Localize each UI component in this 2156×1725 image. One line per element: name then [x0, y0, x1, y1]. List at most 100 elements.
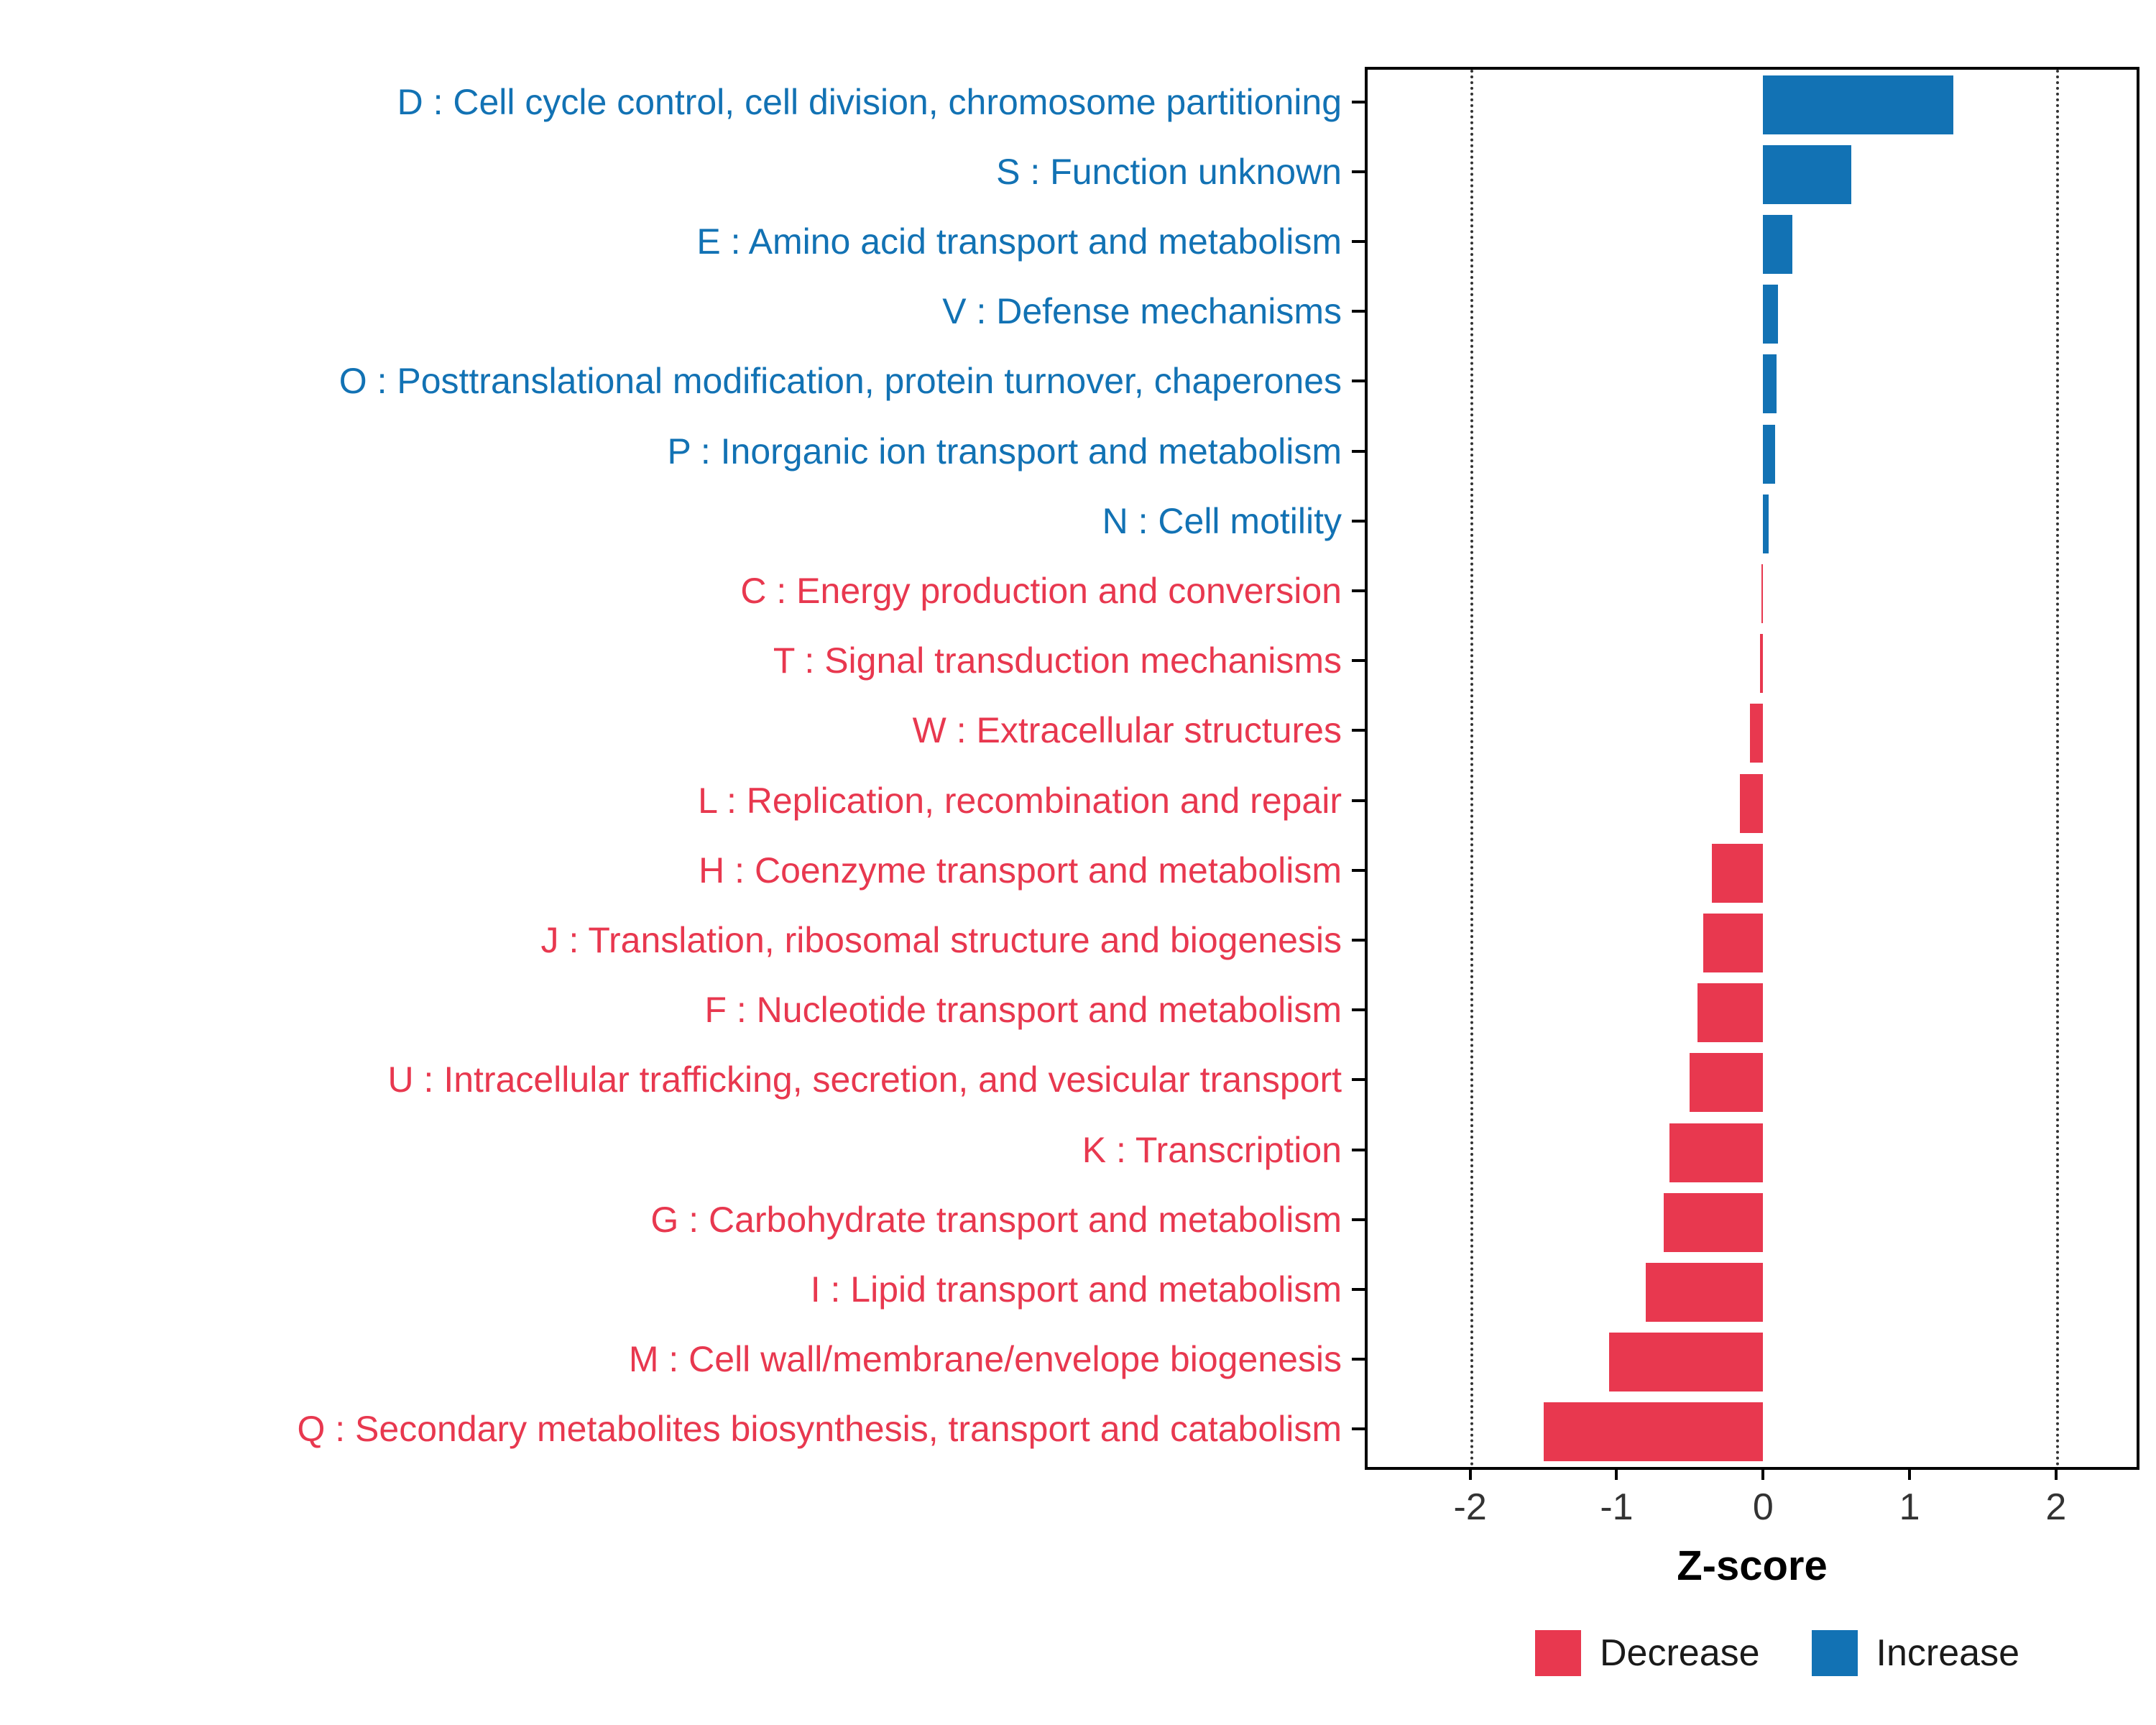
bar [1761, 564, 1764, 624]
x-tick-label: 1 [1899, 1486, 1920, 1528]
category-row: T : Signal transduction mechanisms [0, 626, 1365, 696]
category-row: L : Replication, recombination and repai… [0, 765, 1365, 835]
bar-row [1368, 629, 2137, 699]
category-row: M : Cell wall/membrane/envelope biogenes… [0, 1325, 1365, 1394]
x-tick-label: 2 [2045, 1486, 2067, 1528]
bar-row [1368, 1048, 2137, 1118]
y-tick-mark [1352, 1008, 1365, 1012]
x-tick-label: -1 [1600, 1486, 1634, 1528]
x-axis-title: Z-score [1677, 1542, 1828, 1589]
bar [1711, 843, 1764, 903]
x-tick-mark [1908, 1467, 1912, 1480]
y-tick-mark [1352, 799, 1365, 802]
x-tick-label: 0 [1752, 1486, 1774, 1528]
category-label: S : Function unknown [996, 151, 1342, 192]
bar-row [1368, 838, 2137, 908]
category-row: D : Cell cycle control, cell division, c… [0, 67, 1365, 137]
bar [1543, 1402, 1764, 1462]
category-row: H : Coenzyme transport and metabolism [0, 835, 1365, 905]
category-row: E : Amino acid transport and metabolism [0, 206, 1365, 276]
y-tick-mark [1352, 1218, 1365, 1221]
bars-container [1368, 70, 2137, 1467]
category-row: C : Energy production and conversion [0, 556, 1365, 625]
bar-row [1368, 768, 2137, 838]
category-label: Q : Secondary metabolites biosynthesis, … [297, 1409, 1342, 1450]
y-tick-mark [1352, 868, 1365, 872]
x-tick-mark [1468, 1467, 1472, 1480]
category-label: C : Energy production and conversion [740, 571, 1342, 612]
category-label: N : Cell motility [1102, 500, 1342, 541]
category-row: K : Transcription [0, 1115, 1365, 1184]
bar [1763, 424, 1775, 484]
category-row: I : Lipid transport and metabolism [0, 1254, 1365, 1324]
category-row: N : Cell motility [0, 486, 1365, 556]
bar [1646, 1263, 1764, 1322]
category-label: P : Inorganic ion transport and metaboli… [667, 431, 1342, 472]
category-label: U : Intracellular trafficking, secretion… [387, 1059, 1342, 1100]
y-tick-mark [1352, 939, 1365, 942]
y-tick-mark [1352, 1148, 1365, 1151]
legend-swatch [1811, 1630, 1858, 1676]
bar-row [1368, 1118, 2137, 1187]
bar-row [1368, 699, 2137, 768]
bar-row [1368, 349, 2137, 419]
y-axis-labels: D : Cell cycle control, cell division, c… [0, 67, 1365, 1464]
category-label: V : Defense mechanisms [942, 291, 1342, 332]
x-tick-mark [1615, 1467, 1618, 1480]
y-tick-mark [1352, 1078, 1365, 1082]
legend: Decrease Increase [1534, 1630, 2019, 1676]
bar-row [1368, 1397, 2137, 1467]
bar [1763, 285, 1778, 344]
bar [1763, 354, 1777, 414]
y-tick-mark [1352, 170, 1365, 173]
y-tick-mark [1352, 240, 1365, 243]
y-tick-mark [1352, 380, 1365, 383]
category-label: D : Cell cycle control, cell division, c… [397, 81, 1342, 122]
bar-row [1368, 489, 2137, 558]
legend-label: Increase [1876, 1632, 2019, 1674]
category-row: U : Intracellular trafficking, secretion… [0, 1045, 1365, 1115]
category-row: F : Nucleotide transport and metabolism [0, 975, 1365, 1045]
threshold-line [2055, 70, 2059, 1467]
y-tick-mark [1352, 729, 1365, 732]
category-label: M : Cell wall/membrane/envelope biogenes… [628, 1339, 1342, 1380]
y-tick-mark [1352, 100, 1365, 104]
category-label: F : Nucleotide transport and metabolism [704, 990, 1342, 1031]
category-row: O : Posttranslational modification, prot… [0, 346, 1365, 416]
bar-row [1368, 139, 2137, 209]
bar [1763, 215, 1793, 274]
category-label: T : Signal transduction mechanisms [773, 640, 1342, 681]
bar [1697, 983, 1764, 1043]
category-label: E : Amino acid transport and metabolism [696, 221, 1342, 262]
category-label: O : Posttranslational modification, prot… [338, 361, 1342, 402]
x-tick-mark [1761, 1467, 1765, 1480]
y-tick-mark [1352, 1358, 1365, 1361]
bar [1760, 634, 1764, 694]
threshold-line [1470, 70, 1473, 1467]
category-label: K : Transcription [1082, 1129, 1342, 1170]
y-tick-mark [1352, 1427, 1365, 1431]
bar [1749, 704, 1764, 763]
category-row: W : Extracellular structures [0, 696, 1365, 765]
bar [1663, 1192, 1764, 1252]
bar [1739, 773, 1764, 833]
y-tick-mark [1352, 589, 1365, 593]
bar [1763, 144, 1851, 204]
y-tick-mark [1352, 519, 1365, 523]
plot-panel [1365, 67, 2139, 1470]
category-row: J : Translation, ribosomal structure and… [0, 905, 1365, 975]
category-label: H : Coenzyme transport and metabolism [699, 850, 1342, 891]
y-tick-mark [1352, 449, 1365, 453]
bar-row [1368, 280, 2137, 349]
legend-item: Increase [1811, 1630, 2019, 1676]
bar [1669, 1123, 1764, 1182]
bar-row [1368, 558, 2137, 628]
category-row: P : Inorganic ion transport and metaboli… [0, 416, 1365, 486]
bar-row [1368, 1187, 2137, 1257]
category-row: Q : Secondary metabolites biosynthesis, … [0, 1394, 1365, 1464]
y-tick-mark [1352, 659, 1365, 663]
bar-row [1368, 908, 2137, 978]
category-row: V : Defense mechanisms [0, 277, 1365, 346]
category-label: I : Lipid transport and metabolism [810, 1269, 1342, 1310]
